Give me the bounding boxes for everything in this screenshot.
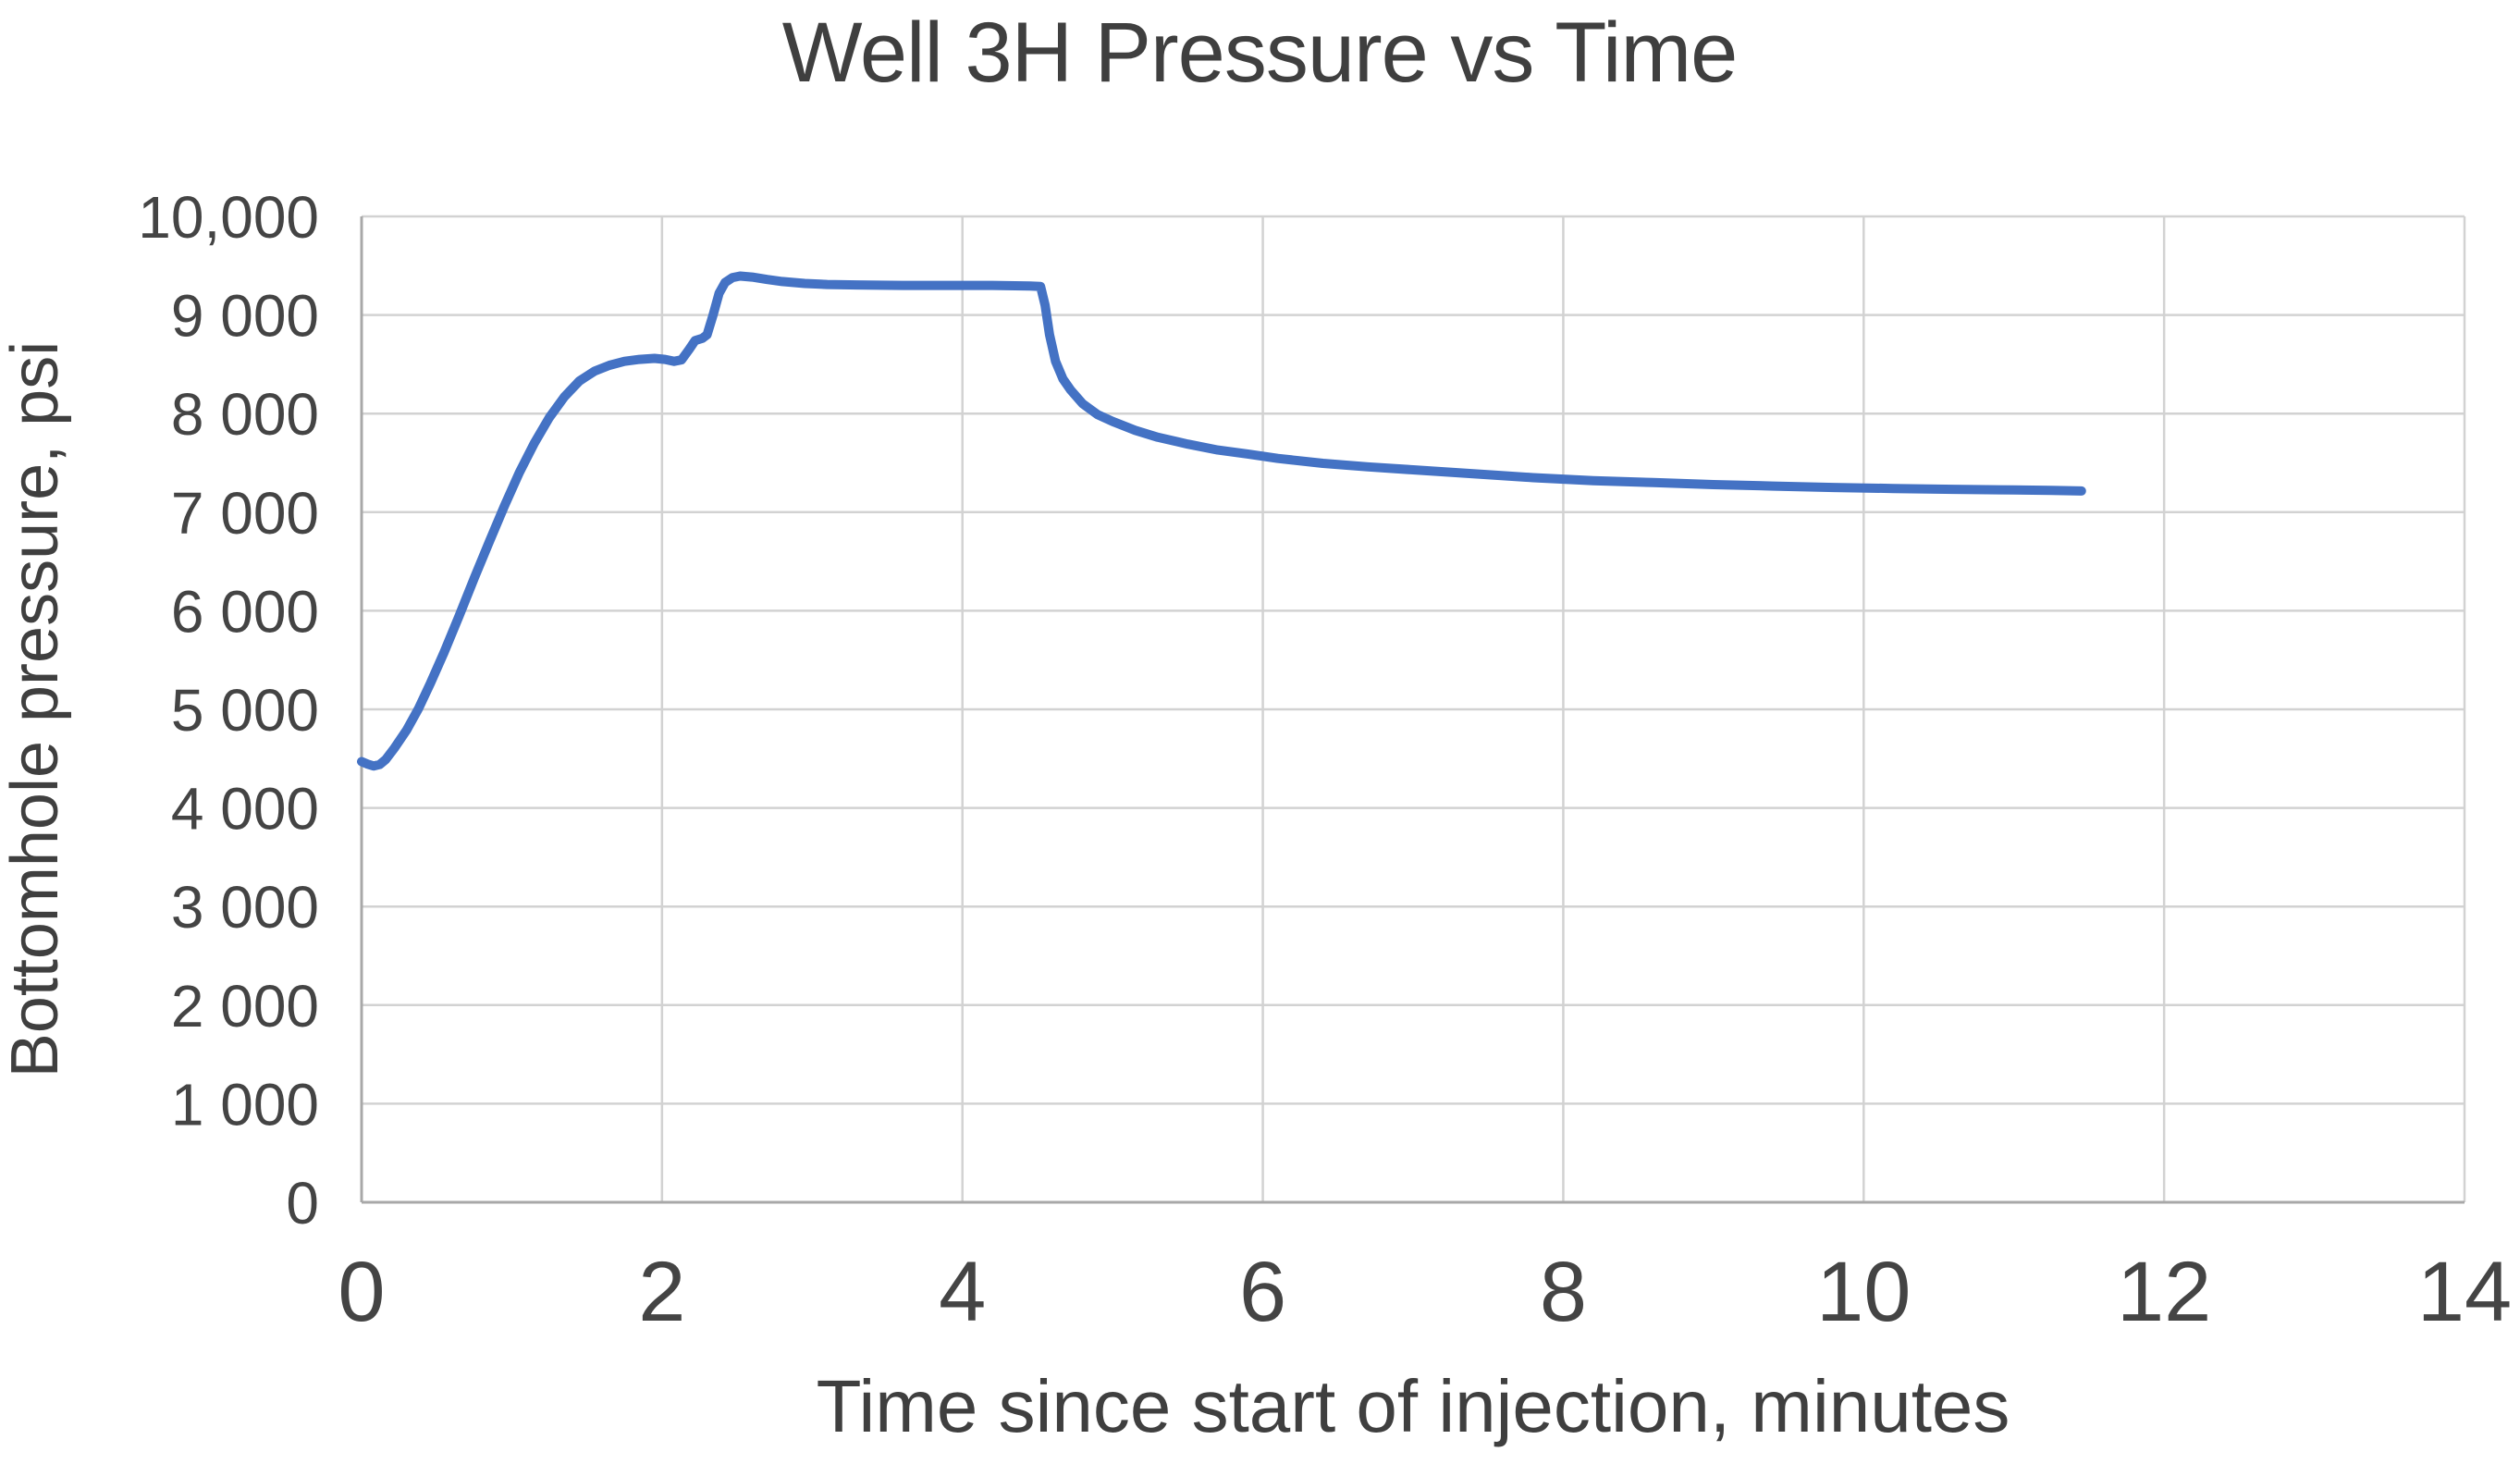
pressure-series-line (357, 271, 2086, 771)
x-tick-label: 2 (638, 1245, 685, 1339)
x-tick-label: 8 (1540, 1245, 1587, 1339)
x-tick-label: 6 (1239, 1245, 1286, 1339)
gridlines (362, 215, 2466, 1202)
y-tick-label: 2 000 (171, 973, 319, 1040)
y-tick-label: 10,000 (138, 184, 319, 251)
y-tick-label: 3 000 (171, 874, 319, 941)
axes (360, 216, 2465, 1204)
x-tick-label: 10 (1816, 1245, 1911, 1339)
x-tick-labels: 0 2 4 6 8 10 12 14 (338, 1245, 2512, 1339)
y-tick-label: 1 000 (171, 1071, 319, 1138)
x-tick-label: 0 (338, 1245, 385, 1339)
x-tick-label: 4 (939, 1245, 986, 1339)
series (357, 271, 2086, 771)
chart-title: Well 3H Pressure vs Time (782, 6, 1738, 100)
x-tick-label: 12 (2117, 1245, 2211, 1339)
y-tick-label: 5 000 (171, 677, 319, 744)
x-axis-title: Time since start of injection, minutes (817, 1365, 2010, 1447)
y-tick-label: 9 000 (171, 283, 319, 350)
y-tick-label: 4 000 (171, 776, 319, 843)
y-tick-label: 6 000 (171, 578, 319, 645)
y-tick-labels: 10,000 9 000 8 000 7 000 6 000 5 000 4 000 3 00… (138, 184, 319, 1236)
y-axis-title: Bottomhole pressure, psi (0, 341, 72, 1077)
x-tick-label: 14 (2417, 1245, 2512, 1339)
y-tick-label: 0 (286, 1170, 319, 1236)
y-tick-label: 7 000 (171, 480, 319, 547)
y-tick-label: 8 000 (171, 381, 319, 448)
